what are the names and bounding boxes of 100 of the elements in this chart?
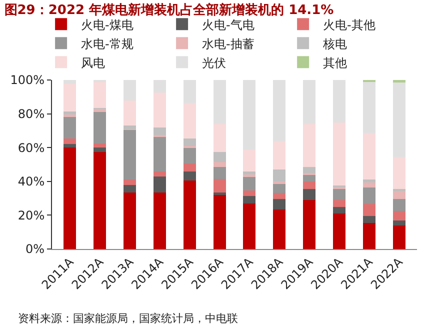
bar (332, 214, 346, 249)
y-tick-label: 40% (18, 174, 45, 189)
bar (273, 199, 286, 210)
y-tick-label: 80% (18, 107, 45, 121)
bar (243, 80, 256, 150)
bar (124, 130, 136, 180)
bar (64, 144, 76, 148)
bar (332, 188, 346, 200)
bar (243, 149, 256, 172)
bar (273, 181, 286, 184)
bar (183, 164, 196, 172)
bar (213, 162, 226, 168)
bar (94, 148, 106, 152)
bar (303, 80, 316, 124)
bar (213, 178, 226, 192)
bar (153, 92, 166, 128)
bar (64, 148, 76, 249)
bar (303, 167, 316, 173)
bar (213, 192, 226, 195)
bar (243, 196, 256, 204)
bar (94, 112, 106, 144)
legend-label: 水电-抽蓄 (202, 36, 254, 51)
y-tick-label: 20% (18, 208, 45, 222)
bar (362, 187, 376, 204)
bar (332, 200, 346, 207)
bar (64, 80, 76, 84)
bar (124, 80, 136, 100)
bar (183, 171, 196, 181)
bar (64, 83, 76, 112)
bar (153, 171, 166, 176)
bar (273, 209, 286, 249)
bar (153, 176, 166, 192)
bar (124, 192, 136, 249)
bar (303, 189, 316, 200)
bar (183, 80, 196, 103)
bar (362, 222, 376, 249)
bar (392, 80, 406, 83)
bar (64, 117, 76, 138)
bar (243, 203, 256, 249)
bar (153, 127, 166, 135)
bar (94, 82, 106, 108)
legend-label: 水电-常规 (81, 36, 134, 51)
bar (64, 138, 76, 144)
bar (243, 190, 256, 196)
legend-label: 风电 (81, 56, 106, 70)
bar (362, 182, 376, 188)
bar (273, 170, 286, 182)
bar (332, 122, 346, 186)
bar (124, 100, 136, 126)
bar (392, 210, 406, 220)
legend-label: 光伏 (202, 56, 226, 70)
bar (94, 143, 106, 148)
y-tick-label: 0% (26, 242, 45, 256)
bar (362, 82, 376, 134)
bar (303, 181, 316, 190)
bar (362, 133, 376, 180)
bar (213, 194, 226, 249)
bar (213, 124, 226, 152)
bar (183, 138, 196, 146)
bar (392, 199, 406, 211)
bar (64, 114, 76, 118)
bar (183, 102, 196, 138)
bar (303, 124, 316, 168)
bar (124, 180, 136, 185)
bar (124, 126, 136, 130)
bar (392, 225, 406, 249)
chart-title: 图29：2022 年煤电新增装机占全部新增装机的 14.1% (4, 2, 334, 18)
bar (183, 148, 196, 164)
bar (392, 156, 406, 190)
bar (153, 80, 166, 93)
bar (332, 80, 346, 122)
bar (362, 204, 376, 216)
bar (213, 152, 226, 162)
bar (362, 216, 376, 223)
text: 资料来源：国家能源局，国家统计局，中电联 (18, 312, 238, 325)
bar (303, 174, 316, 182)
bar (213, 167, 226, 179)
legend-label: 火电-煤电 (81, 18, 134, 32)
bar (183, 180, 196, 249)
bar (392, 82, 406, 157)
legend-label: 火电-其他 (323, 18, 376, 32)
y-tick-label: 60% (18, 140, 45, 155)
bar (273, 80, 286, 141)
legend-label: 核电 (322, 36, 348, 51)
bar (332, 206, 346, 214)
legend-label: 火电-气电 (202, 18, 254, 32)
y-tick-label: 100% (10, 73, 45, 88)
bar (213, 80, 226, 124)
bar (153, 136, 166, 172)
bar (362, 180, 376, 182)
legend-label: 其他 (323, 56, 348, 70)
bar (273, 140, 286, 170)
bar (153, 192, 166, 249)
bar (273, 193, 286, 200)
bar (124, 184, 136, 192)
bar (303, 200, 316, 249)
bar (243, 176, 256, 191)
bar (392, 220, 406, 226)
bar (94, 152, 106, 249)
bar (392, 190, 406, 200)
